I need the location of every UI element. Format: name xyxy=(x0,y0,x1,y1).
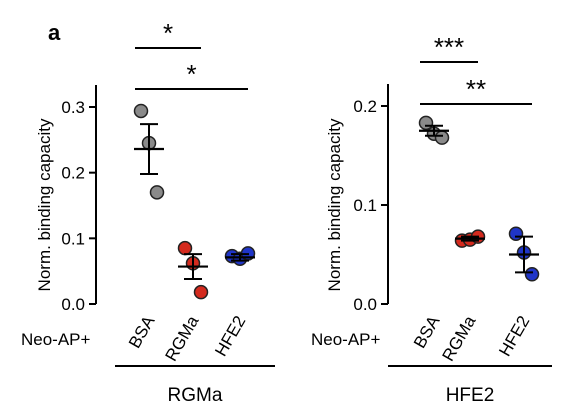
x-category-label: RGMa xyxy=(438,312,479,365)
y-tick-label: 0.0 xyxy=(61,295,85,314)
x-category-label: BSA xyxy=(410,312,444,352)
x-category-label: BSA xyxy=(125,312,159,352)
y-tick-label: 0.1 xyxy=(353,196,377,215)
data-point xyxy=(193,284,209,300)
significance-label: * xyxy=(186,59,196,89)
row-prefix-right: Neo-AP+ xyxy=(311,330,381,349)
y-tick-label: 0.1 xyxy=(61,229,85,248)
significance-label: ** xyxy=(466,74,486,104)
data-point xyxy=(508,226,524,241)
y-tick-label: 0.0 xyxy=(353,295,377,314)
y-tick-label: 0.3 xyxy=(61,98,85,117)
data-point xyxy=(524,267,540,282)
y-axis-title: Norm. binding capacity xyxy=(325,118,344,291)
x-category-label: RGMa xyxy=(161,312,202,365)
y-tick-label: 0.2 xyxy=(353,97,377,116)
x-category-label: HFE2 xyxy=(211,313,249,360)
panel-label: a xyxy=(48,20,61,45)
row-prefix-left: Neo-AP+ xyxy=(21,330,91,349)
data-point xyxy=(133,103,149,119)
y-tick-label: 0.2 xyxy=(61,164,85,183)
significance-label: *** xyxy=(434,32,464,62)
y-axis-title: Norm. binding capacity xyxy=(35,118,54,291)
data-point xyxy=(434,130,450,145)
data-point xyxy=(177,240,193,256)
x-category-label: HFE2 xyxy=(495,313,533,360)
data-point xyxy=(149,185,165,200)
group-label: RGMa xyxy=(168,385,223,406)
significance-label: * xyxy=(163,18,173,48)
group-label: HFE2 xyxy=(446,385,495,406)
